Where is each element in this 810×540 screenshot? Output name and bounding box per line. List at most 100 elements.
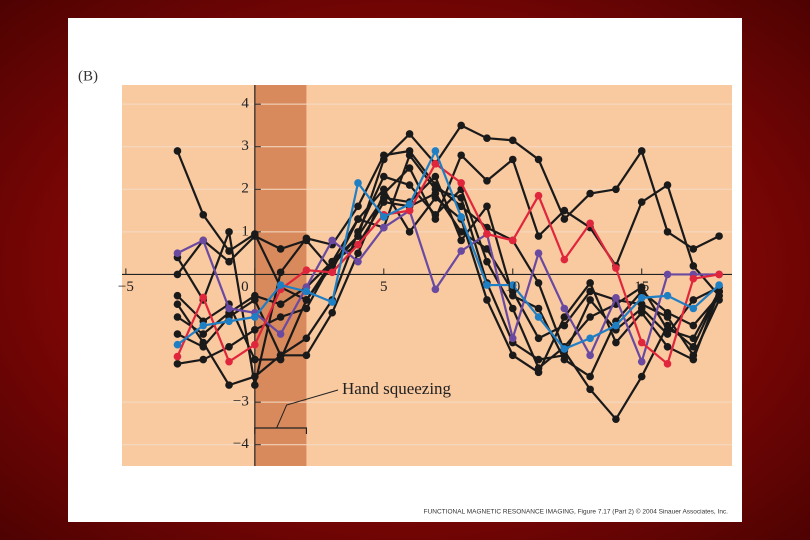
data-point [483, 230, 491, 238]
data-point [663, 343, 672, 351]
data-point [560, 355, 569, 364]
y-tick-label: 1 [241, 223, 249, 239]
annotation-leader [276, 389, 339, 429]
data-point [586, 385, 594, 394]
data-point [612, 338, 620, 347]
data-point [637, 287, 646, 296]
data-point [199, 321, 208, 330]
data-point [225, 343, 233, 351]
data-point [276, 355, 285, 364]
data-point [379, 213, 388, 221]
data-point [328, 308, 337, 317]
data-point [251, 372, 259, 381]
data-point [534, 313, 543, 321]
data-point [405, 181, 414, 189]
data-point [302, 296, 311, 304]
data-point [405, 206, 414, 215]
data-point [354, 202, 362, 211]
data-point [173, 313, 182, 321]
data-point [431, 147, 440, 155]
data-point [663, 291, 672, 300]
data-point [405, 130, 414, 138]
data-point [612, 294, 620, 302]
data-point [586, 279, 594, 287]
data-point [302, 266, 311, 274]
data-point [508, 291, 517, 300]
data-point [379, 172, 388, 181]
data-point [689, 304, 698, 313]
x-tick-label: 0 [241, 279, 249, 295]
data-point [405, 164, 414, 172]
data-point [637, 304, 646, 313]
data-point [663, 308, 672, 317]
data-point [276, 281, 285, 289]
data-point [534, 334, 543, 343]
series-line [176, 152, 720, 361]
data-point [508, 334, 517, 343]
data-point [637, 372, 646, 381]
data-point [534, 155, 543, 164]
data-point [328, 262, 337, 270]
data-point [689, 334, 698, 343]
y-tick-label: −4 [233, 436, 249, 452]
y-tick-label: 3 [241, 138, 249, 154]
data-point [173, 291, 182, 300]
data-point [715, 232, 723, 240]
series-layer [173, 121, 723, 423]
data-point [637, 294, 646, 302]
data-point [534, 249, 543, 257]
x-tick-label: 5 [380, 279, 388, 295]
data-point [354, 232, 362, 240]
data-point [508, 304, 517, 313]
data-point [663, 228, 672, 236]
data-point [276, 300, 285, 309]
x-tick-label: 15 [634, 279, 649, 295]
series-line [176, 162, 720, 366]
data-point [612, 264, 620, 272]
data-point [276, 313, 285, 321]
data-point [457, 151, 465, 160]
data-point [173, 352, 182, 361]
data-point [457, 213, 465, 221]
data-point [379, 194, 388, 202]
data-point [534, 191, 543, 200]
data-point [586, 334, 594, 343]
data-point [663, 325, 672, 334]
data-point [302, 287, 311, 296]
data-point [534, 364, 543, 372]
data-point [328, 236, 337, 245]
data-point [715, 270, 723, 279]
data-point [586, 313, 594, 321]
annotation-bracket [254, 427, 308, 434]
data-point [173, 270, 182, 279]
data-point [354, 257, 362, 266]
data-point [457, 121, 465, 130]
data-point [534, 279, 543, 287]
data-point [251, 355, 259, 364]
data-point [586, 219, 594, 228]
data-point [508, 236, 517, 245]
data-point [302, 351, 311, 360]
data-point [637, 338, 646, 347]
data-point [276, 330, 285, 338]
data-point [199, 330, 208, 338]
data-point [663, 270, 672, 279]
data-point [379, 185, 388, 194]
data-point [431, 185, 440, 194]
data-point [612, 321, 620, 330]
data-point [225, 257, 233, 266]
data-point [612, 415, 620, 423]
data-point [302, 236, 311, 245]
data-point [302, 334, 311, 343]
data-point [483, 296, 491, 304]
y-tick-label: −3 [233, 394, 249, 410]
data-point [199, 355, 208, 364]
data-point [457, 236, 465, 245]
data-point [225, 317, 233, 326]
data-point [560, 345, 569, 353]
data-point [431, 159, 440, 168]
data-point [173, 330, 182, 338]
y-tick-label: 4 [241, 96, 249, 112]
data-point [508, 155, 517, 164]
data-point [225, 381, 233, 389]
